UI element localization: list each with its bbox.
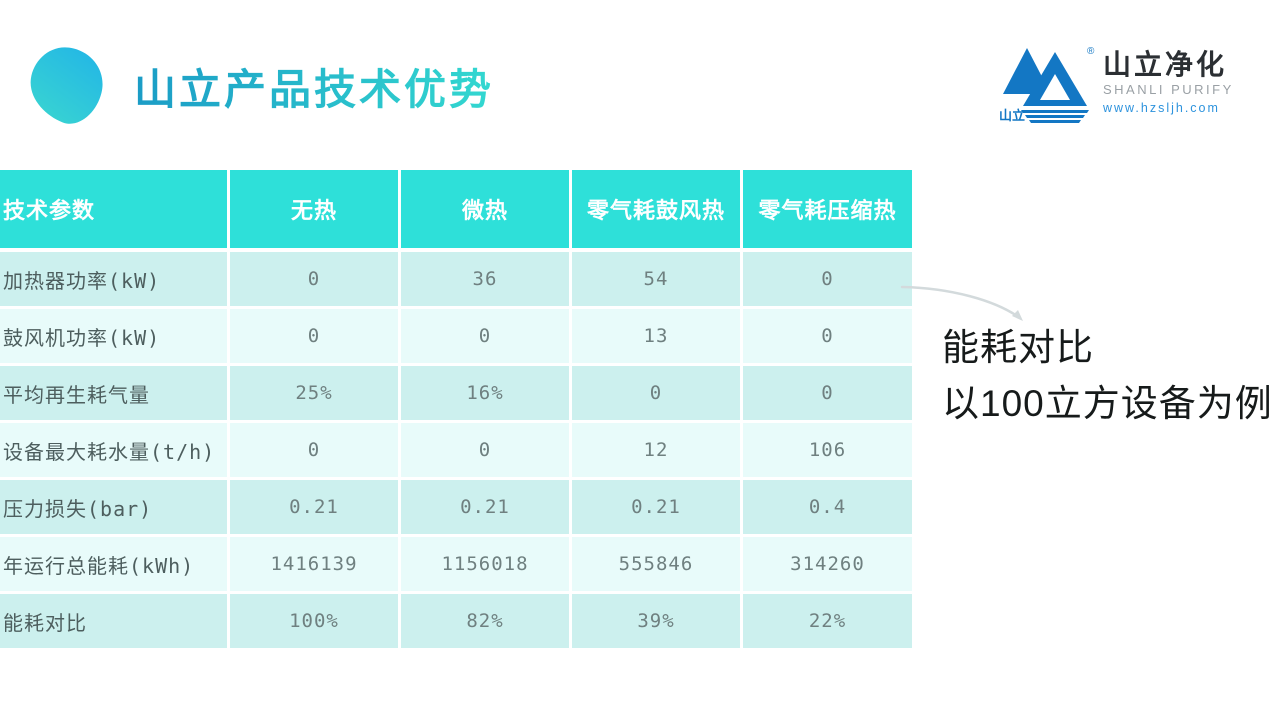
column-header: 微热	[401, 170, 569, 248]
table-cell: 0	[743, 366, 912, 420]
table-cell: 0	[230, 252, 398, 306]
decorative-blob-shape	[30, 47, 103, 124]
table-cell: 82%	[401, 594, 569, 648]
table-cell: 0	[230, 309, 398, 363]
table-cell: 16%	[401, 366, 569, 420]
table-cell: 54	[572, 252, 740, 306]
brand-website: www.hzsljh.com	[1103, 101, 1220, 115]
registered-trademark-icon: ®	[1087, 46, 1095, 57]
table-cell: 0	[572, 366, 740, 420]
table-header-row: 技术参数 无热 微热 零气耗鼓风热 零气耗压缩热	[0, 170, 912, 248]
annotation-line-2: 以100立方设备为例	[942, 383, 1273, 424]
table-cell: 100%	[230, 594, 398, 648]
row-label: 能耗对比	[0, 594, 227, 648]
brand-name-en: SHANLI PURIFY	[1103, 82, 1234, 97]
row-label: 平均再生耗气量	[0, 366, 227, 420]
table-cell: 314260	[743, 537, 912, 591]
row-label: 加热器功率(kW)	[0, 252, 227, 306]
comparison-table: 技术参数 无热 微热 零气耗鼓风热 零气耗压缩热 加热器功率(kW) 0 36 54 0 鼓风机功…	[0, 170, 912, 648]
page-title: 山立产品技术优势	[134, 62, 494, 120]
table-cell: 0	[401, 423, 569, 477]
table-cell: 0.21	[230, 480, 398, 534]
table-cell: 0	[401, 309, 569, 363]
table-cell: 1156018	[401, 537, 569, 591]
table-cell: 13	[572, 309, 740, 363]
table-cell: 1416139	[230, 537, 398, 591]
logo-mark-text: 山立	[999, 108, 1025, 123]
column-header: 零气耗鼓风热	[572, 170, 740, 248]
connector-arrow-icon	[900, 285, 1023, 321]
brand-name-cn: 山立净化	[1103, 49, 1228, 80]
column-header: 技术参数	[0, 170, 227, 248]
table-cell: 106	[743, 423, 912, 477]
table-cell: 0	[743, 309, 912, 363]
table-cell: 555846	[572, 537, 740, 591]
table-cell: 0.21	[572, 480, 740, 534]
column-header: 零气耗压缩热	[743, 170, 912, 248]
row-label: 年运行总能耗(kWh)	[0, 537, 227, 591]
table-cell: 0.4	[743, 480, 912, 534]
annotation-line-1: 能耗对比	[942, 327, 1094, 368]
table-cell: 36	[401, 252, 569, 306]
table-cell: 0	[743, 252, 912, 306]
annotation-text: 能耗对比 以100立方设备为例	[942, 320, 1273, 432]
table-cell: 12	[572, 423, 740, 477]
company-logo: 山立 ® 山立净化 SHANLI PURIFY www.hzsljh.com	[997, 42, 1247, 126]
mountain-logo-icon: 山立 ®	[999, 46, 1095, 123]
table-cell: 39%	[572, 594, 740, 648]
row-label: 鼓风机功率(kW)	[0, 309, 227, 363]
column-header: 无热	[230, 170, 398, 248]
table-cell: 22%	[743, 594, 912, 648]
table-cell: 0.21	[401, 480, 569, 534]
table-body: 加热器功率(kW) 0 36 54 0 鼓风机功率(kW) 0 0 13 0 平均再生耗气量 25% 1…	[0, 252, 912, 648]
table-cell: 25%	[230, 366, 398, 420]
row-label: 设备最大耗水量(t/h)	[0, 423, 227, 477]
table-cell: 0	[230, 423, 398, 477]
row-label: 压力损失(bar)	[0, 480, 227, 534]
